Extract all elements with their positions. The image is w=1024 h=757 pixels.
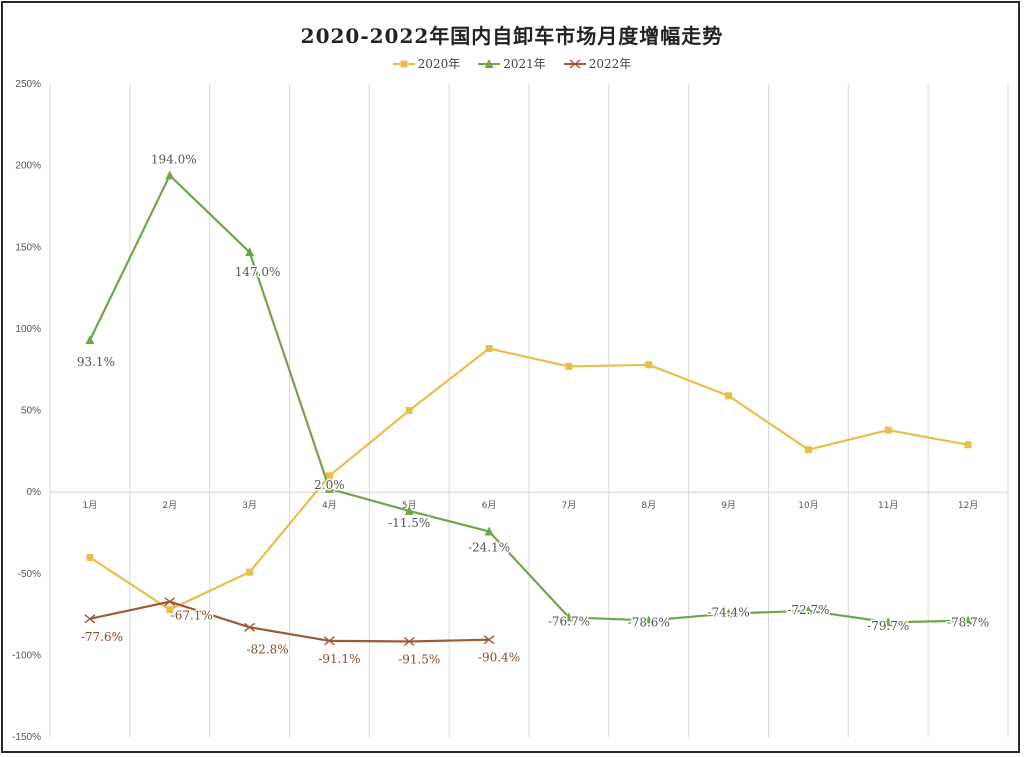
- square-marker-icon: [725, 392, 733, 400]
- triangle-legend-icon: [478, 58, 501, 68]
- x-marker-icon: [483, 635, 495, 645]
- legend-item: 2022年: [563, 55, 632, 72]
- square-marker-icon: [565, 362, 573, 370]
- data-label: -91.1%: [318, 652, 360, 666]
- square-marker-icon: [166, 606, 174, 614]
- x-tick-label: 8月: [641, 500, 656, 511]
- x-tick-label: 9月: [721, 500, 736, 511]
- data-label: -74.4%: [707, 606, 749, 620]
- series-line: [89, 600, 490, 643]
- x-marker-icon: [244, 622, 256, 632]
- triangle-marker-icon: [883, 617, 893, 627]
- data-label: -77.6%: [81, 630, 123, 644]
- series-2020年: [86, 344, 972, 614]
- x-tick-label: 12月: [958, 500, 978, 511]
- data-label: -82.8%: [246, 642, 288, 656]
- triangle-marker-icon: [245, 247, 255, 257]
- square-marker-icon: [325, 472, 333, 480]
- triangle-marker-icon: [165, 170, 175, 180]
- x-marker-icon: [84, 614, 96, 624]
- triangle-marker-icon: [724, 608, 734, 618]
- triangle-marker-icon: [324, 483, 334, 493]
- x-tick-label: 7月: [562, 500, 577, 511]
- data-label: -90.4%: [478, 651, 520, 665]
- square-marker-icon: [246, 568, 254, 576]
- square-marker-icon: [884, 426, 892, 434]
- square-marker-icon: [405, 407, 413, 414]
- x-tick-label: 1月: [83, 500, 98, 511]
- chart-title: 2020-2022年国内自卸车市场月度增幅走势: [300, 24, 724, 48]
- data-label: -72.7%: [787, 603, 829, 617]
- y-tick-label: -50%: [18, 569, 41, 580]
- y-tick-label: -100%: [12, 650, 41, 661]
- series-line: [88, 174, 969, 624]
- triangle-marker-icon: [85, 335, 95, 345]
- series-2022年: -77.6% -67.1% -82.8% -91.1% -91.5% -90.4%: [79, 597, 522, 668]
- legend-label: 2022年: [588, 57, 632, 71]
- triangle-marker-icon: [963, 615, 973, 625]
- data-label: -76.7%: [548, 614, 590, 628]
- x-marker-icon: [569, 58, 581, 69]
- square-marker-icon: [86, 553, 94, 561]
- data-label: -78.7%: [947, 616, 989, 630]
- series-2021年: 93.1% 194.0% 147.0% 2.0% -11.5% -24.1% -76.7% -…: [75, 151, 990, 635]
- triangle-marker-icon: [484, 526, 494, 536]
- y-tick-label: 0%: [27, 487, 42, 498]
- x-marker-icon: [403, 636, 415, 647]
- data-label: 2.0%: [314, 478, 345, 492]
- square-marker-icon: [400, 60, 408, 67]
- data-label: -79.7%: [867, 619, 909, 633]
- x-tick-label: 5月: [402, 500, 417, 511]
- x-tick-label: 3月: [242, 500, 257, 511]
- y-tick-label: 150%: [15, 242, 41, 253]
- x-tick-label: 10月: [798, 500, 818, 511]
- square-marker-icon: [964, 441, 972, 449]
- triangle-marker-icon: [404, 505, 414, 515]
- x-marker-icon: [323, 636, 335, 646]
- data-label: -91.5%: [398, 652, 440, 666]
- data-label: -67.1%: [171, 609, 213, 623]
- x-legend-icon: [563, 58, 586, 69]
- series-line: [89, 347, 969, 611]
- legend-label: 2021年: [503, 57, 546, 71]
- data-label: 147.0%: [235, 265, 281, 279]
- x-tick-label: 6月: [482, 500, 497, 511]
- triangle-marker-icon: [803, 605, 813, 615]
- chart-legend: 2020年 2021年 2022年: [0, 55, 1024, 72]
- data-label: 194.0%: [151, 152, 197, 166]
- x-tick-label: 4月: [322, 500, 337, 511]
- y-tick-label: 250%: [15, 79, 41, 90]
- square-legend-icon: [392, 60, 415, 67]
- y-tick-label: 200%: [15, 161, 41, 172]
- data-label: -24.1%: [468, 540, 510, 554]
- x-tick-label: 2月: [162, 500, 177, 511]
- data-label: -11.5%: [388, 516, 430, 530]
- triangle-marker-icon: [644, 615, 654, 625]
- x-marker-icon: [164, 597, 176, 607]
- x-tick-label: 11月: [878, 500, 898, 511]
- y-tick-label: 50%: [21, 406, 41, 417]
- triangle-marker-icon: [564, 612, 574, 622]
- square-marker-icon: [804, 446, 812, 454]
- square-marker-icon: [485, 344, 493, 352]
- legend-item: 2021年: [478, 55, 546, 72]
- legend-label: 2020年: [417, 57, 461, 71]
- triangle-marker-icon: [484, 58, 494, 68]
- data-label: -78.6%: [628, 615, 670, 629]
- y-tick-label: -150%: [12, 732, 41, 743]
- data-label: 93.1%: [77, 355, 115, 369]
- legend-item: 2020年: [392, 55, 461, 72]
- y-tick-label: 100%: [15, 324, 41, 335]
- square-marker-icon: [645, 361, 653, 369]
